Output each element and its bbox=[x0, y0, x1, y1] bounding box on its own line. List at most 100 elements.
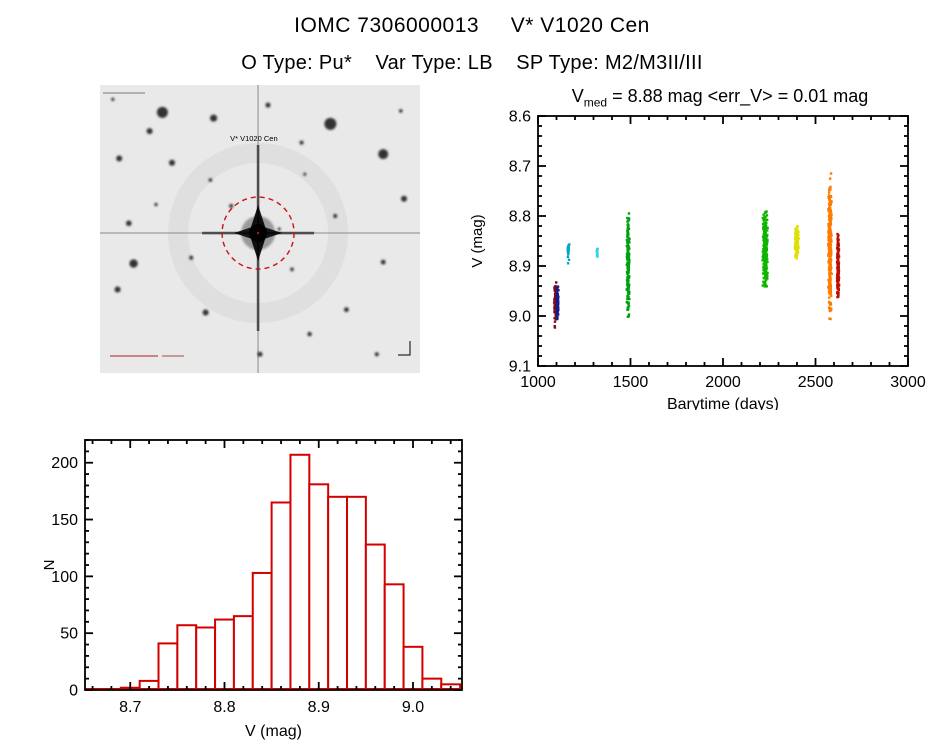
y-tick-label: 9.1 bbox=[509, 359, 531, 376]
data-point bbox=[762, 227, 765, 230]
data-point bbox=[828, 225, 832, 228]
data-point bbox=[763, 274, 767, 277]
data-point bbox=[837, 265, 841, 269]
data-point bbox=[556, 311, 559, 314]
data-point bbox=[796, 237, 800, 240]
star bbox=[277, 227, 281, 231]
data-point bbox=[762, 236, 765, 239]
star bbox=[265, 102, 271, 108]
data-point bbox=[829, 254, 832, 258]
data-point bbox=[828, 292, 832, 296]
data-point bbox=[554, 286, 558, 289]
data-point bbox=[828, 283, 831, 287]
histogram-bar bbox=[346, 495, 367, 691]
star bbox=[126, 220, 132, 227]
star bbox=[299, 140, 304, 145]
data-point bbox=[828, 234, 831, 237]
data-point bbox=[556, 287, 559, 290]
y-tick-label: 0 bbox=[69, 683, 78, 700]
data-point bbox=[797, 233, 800, 237]
histogram-bar bbox=[176, 624, 198, 691]
data-point bbox=[829, 243, 833, 246]
data-point bbox=[762, 266, 765, 270]
data-point bbox=[763, 257, 767, 260]
page-title: IOMC 7306000013 V* V1020 Cen bbox=[294, 14, 650, 37]
data-point bbox=[793, 237, 797, 241]
data-point bbox=[794, 234, 797, 238]
x-tick-label: 3000 bbox=[890, 374, 926, 391]
data-point bbox=[763, 246, 766, 250]
data-point bbox=[837, 295, 840, 298]
star bbox=[399, 109, 403, 113]
data-point bbox=[567, 249, 570, 252]
data-point bbox=[828, 273, 831, 276]
data-point bbox=[795, 253, 799, 257]
data-point bbox=[762, 280, 765, 283]
field-stars bbox=[111, 97, 407, 357]
y-tick-label: 8.7 bbox=[509, 159, 531, 176]
data-point bbox=[567, 258, 571, 261]
data-point bbox=[762, 253, 765, 256]
data-point bbox=[625, 300, 629, 304]
data-point bbox=[827, 245, 831, 248]
data-point bbox=[627, 261, 631, 264]
data-point bbox=[596, 253, 599, 257]
data-point bbox=[827, 236, 830, 239]
data-point bbox=[556, 285, 560, 288]
data-point bbox=[766, 226, 769, 230]
data-point bbox=[763, 228, 767, 231]
data-point bbox=[763, 248, 766, 251]
data-point bbox=[836, 264, 840, 267]
data-point bbox=[628, 247, 631, 250]
data-point bbox=[828, 177, 832, 180]
data-point bbox=[554, 290, 557, 293]
x-tick-label: 9.0 bbox=[402, 699, 424, 716]
data-point bbox=[830, 307, 833, 311]
star bbox=[154, 202, 158, 207]
data-point bbox=[765, 272, 769, 276]
axes bbox=[537, 115, 909, 367]
data-point bbox=[795, 245, 799, 248]
data-point bbox=[828, 203, 832, 207]
data-point bbox=[828, 317, 831, 320]
data-point bbox=[827, 194, 831, 197]
data-point bbox=[626, 267, 629, 270]
data-point bbox=[554, 307, 557, 310]
data-point bbox=[626, 274, 630, 277]
histogram-chart: 8.7 8.8 8.9 9.0 0 50 100 150 200 V (mag) N bbox=[41, 439, 463, 740]
data-point bbox=[835, 247, 839, 250]
data-point bbox=[626, 272, 629, 275]
data-point bbox=[828, 196, 831, 200]
data-point bbox=[554, 317, 557, 320]
page-subtitle: O Type: Pu* Var Type: LB SP Type: M2/M3I… bbox=[241, 52, 703, 74]
data-point bbox=[761, 216, 765, 220]
data-point bbox=[763, 265, 767, 269]
data-point bbox=[837, 248, 841, 251]
data-point bbox=[828, 216, 832, 219]
data-point bbox=[836, 292, 839, 295]
data-point bbox=[625, 244, 629, 248]
data-point bbox=[837, 284, 840, 288]
data-point bbox=[795, 229, 799, 232]
data-point bbox=[837, 234, 840, 237]
star bbox=[303, 172, 307, 176]
data-point bbox=[625, 270, 629, 274]
data-point bbox=[626, 297, 629, 300]
star bbox=[290, 267, 294, 272]
data-point bbox=[794, 236, 797, 239]
histogram-bar bbox=[364, 543, 386, 690]
data-point bbox=[827, 278, 830, 282]
x-tick-label: 2500 bbox=[798, 374, 834, 391]
data-point bbox=[828, 242, 831, 245]
data-point bbox=[568, 243, 571, 246]
data-point bbox=[827, 269, 831, 272]
data-point bbox=[827, 300, 831, 304]
y-tick-label: 9.0 bbox=[509, 309, 531, 326]
data-point bbox=[827, 252, 830, 255]
data-point bbox=[763, 270, 767, 273]
star bbox=[189, 255, 194, 260]
data-point bbox=[829, 268, 832, 271]
data-point bbox=[794, 233, 797, 236]
y-tick-label: 8.9 bbox=[509, 259, 531, 276]
data-point bbox=[765, 210, 768, 214]
